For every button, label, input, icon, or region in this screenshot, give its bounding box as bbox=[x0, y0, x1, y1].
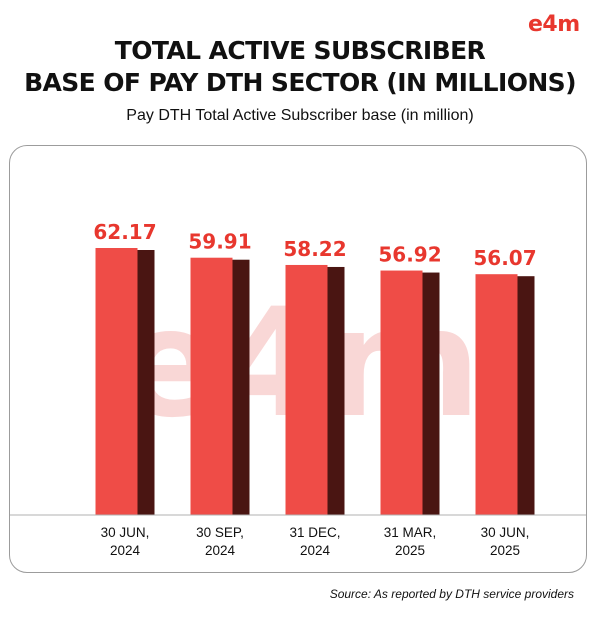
labels-layer: 62.17 30 JUN, 2024 59.91 30 SEP, 2024 58.22 31 … bbox=[93, 220, 536, 558]
value-label-1: 59.91 bbox=[188, 230, 251, 254]
x-tick-label-0-0: 30 JUN, bbox=[101, 525, 150, 540]
x-tick-label-1-1: 2024 bbox=[205, 543, 236, 558]
bar-side-4 bbox=[517, 276, 535, 515]
x-tick-label-2-0: 31 DEC, bbox=[289, 525, 340, 540]
value-label-0: 62.17 bbox=[93, 220, 156, 244]
chart-title-line-1: TOTAL ACTIVE SUBSCRIBER bbox=[114, 36, 486, 65]
value-label-2: 58.22 bbox=[283, 237, 346, 261]
x-tick-label-2-1: 2024 bbox=[300, 543, 331, 558]
source-note: Source: As reported by DTH service provi… bbox=[329, 587, 574, 601]
bar-2 bbox=[285, 264, 328, 515]
value-label-4: 56.07 bbox=[473, 246, 536, 270]
brand-logo: e4m bbox=[528, 12, 580, 37]
x-tick-label-3-1: 2025 bbox=[395, 543, 425, 558]
x-tick-label-1-0: 30 SEP, bbox=[196, 525, 244, 540]
chart-title-line-2: BASE OF PAY DTH SECTOR (IN MILLIONS) bbox=[24, 68, 576, 97]
bar-side-0 bbox=[137, 250, 155, 515]
x-tick-label-4-1: 2025 bbox=[490, 543, 520, 558]
bar-side-2 bbox=[327, 266, 345, 515]
x-tick-label-4-0: 30 JUN, bbox=[481, 525, 530, 540]
bar-side-1 bbox=[232, 259, 250, 515]
chart-subtitle: Pay DTH Total Active Subscriber base (in… bbox=[126, 107, 474, 124]
bar-3 bbox=[380, 270, 423, 515]
bars-layer bbox=[95, 248, 535, 515]
bar-0 bbox=[95, 248, 138, 515]
bar-1 bbox=[190, 257, 233, 515]
x-tick-label-3-0: 31 MAR, bbox=[384, 525, 437, 540]
bar-side-3 bbox=[422, 272, 440, 515]
x-tick-label-0-1: 2024 bbox=[110, 543, 141, 558]
bar-4 bbox=[475, 274, 518, 515]
value-label-3: 56.92 bbox=[378, 243, 441, 267]
